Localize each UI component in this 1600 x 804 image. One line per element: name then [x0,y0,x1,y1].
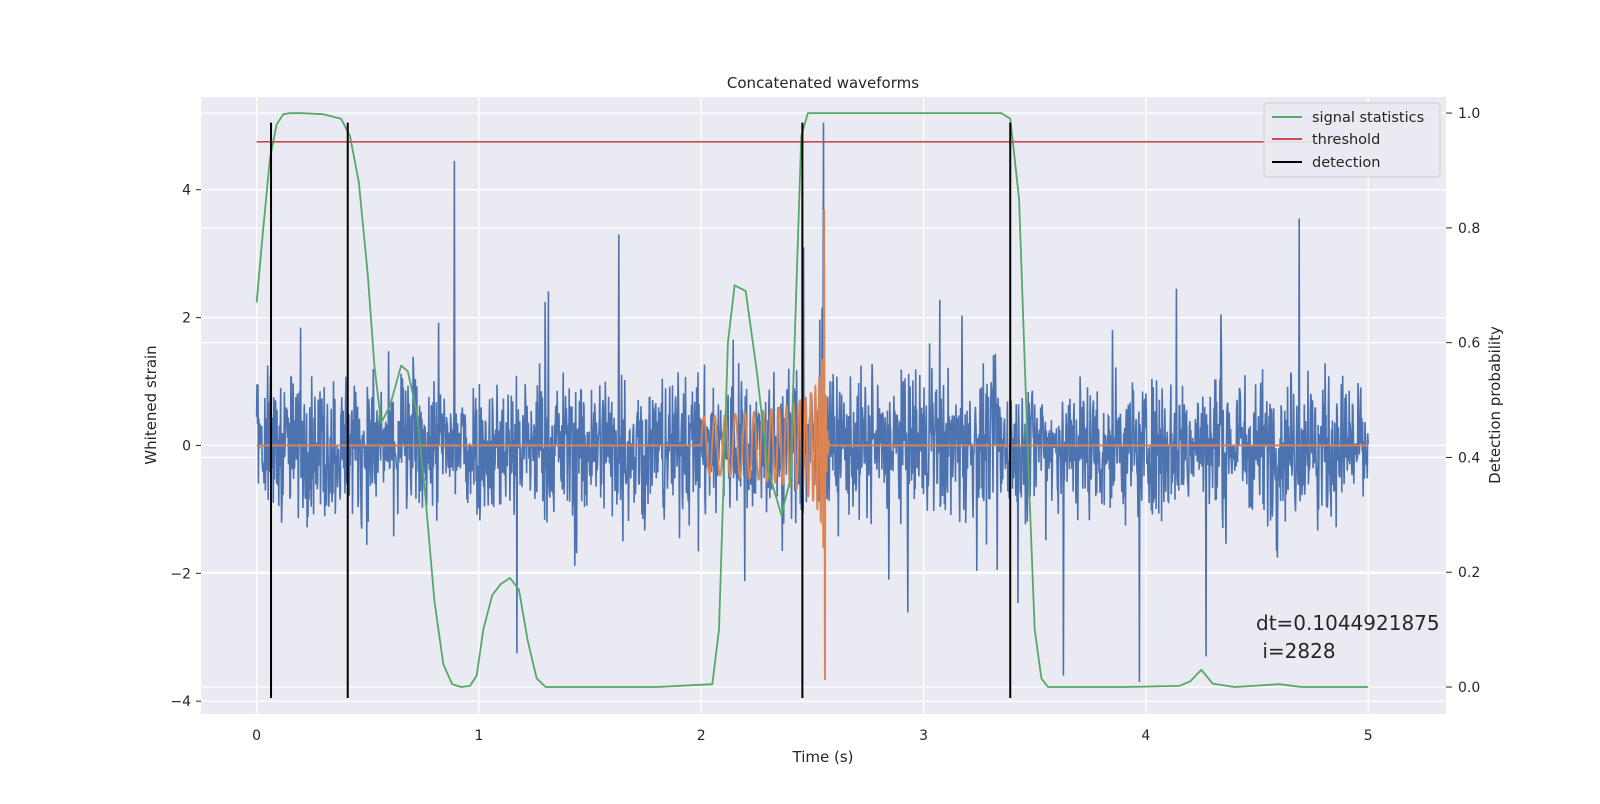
legend-label-detection: detection [1312,155,1380,171]
y-tick-label: 2 [182,311,191,327]
annotation-dt: dt=0.1044921875 [1256,611,1440,635]
chart-title: Concatenated waveforms [727,74,919,92]
y-right-tick-label: 0.0 [1458,680,1480,696]
y-tick-label: 0 [182,438,191,454]
annotation-i: i=2828 [1256,639,1336,663]
x-tick-label: 5 [1364,728,1373,744]
y-tick-label: −2 [170,566,191,582]
x-axis-label: Time (s) [792,748,854,766]
legend-label-threshold: threshold [1312,132,1380,148]
y-tick-label: 4 [182,183,191,199]
x-tick-label: 4 [1141,728,1150,744]
legend: signal statistics threshold detection [1263,102,1441,178]
x-tick-label: 1 [474,728,483,744]
legend-box [1263,102,1441,178]
signal-statistics-series-line [255,112,1369,688]
legend-label-signal-statistics: signal statistics [1312,110,1424,126]
x-tick-label: 2 [697,728,706,744]
y-right-tick-label: 1.0 [1458,106,1480,122]
y-right-tick-label: 0.2 [1458,565,1480,581]
y-right-tick-label: 0.4 [1458,450,1480,466]
y-axis-right-label: Detection probability [1486,326,1504,484]
y-tick-label: −4 [170,694,191,710]
x-tick-label: 3 [919,728,928,744]
axis-layer: 0 1 2 3 4 5 −4 −2 0 2 4 0.0 0.2 0.4 0.6 0.8 1.0 [170,106,1480,744]
series-layer [255,112,1369,699]
x-tick-label: 0 [252,728,261,744]
y-axis-label: Whitened strain [142,345,160,464]
y-right-tick-label: 0.8 [1458,221,1480,237]
y-right-tick-label: 0.6 [1458,336,1480,352]
